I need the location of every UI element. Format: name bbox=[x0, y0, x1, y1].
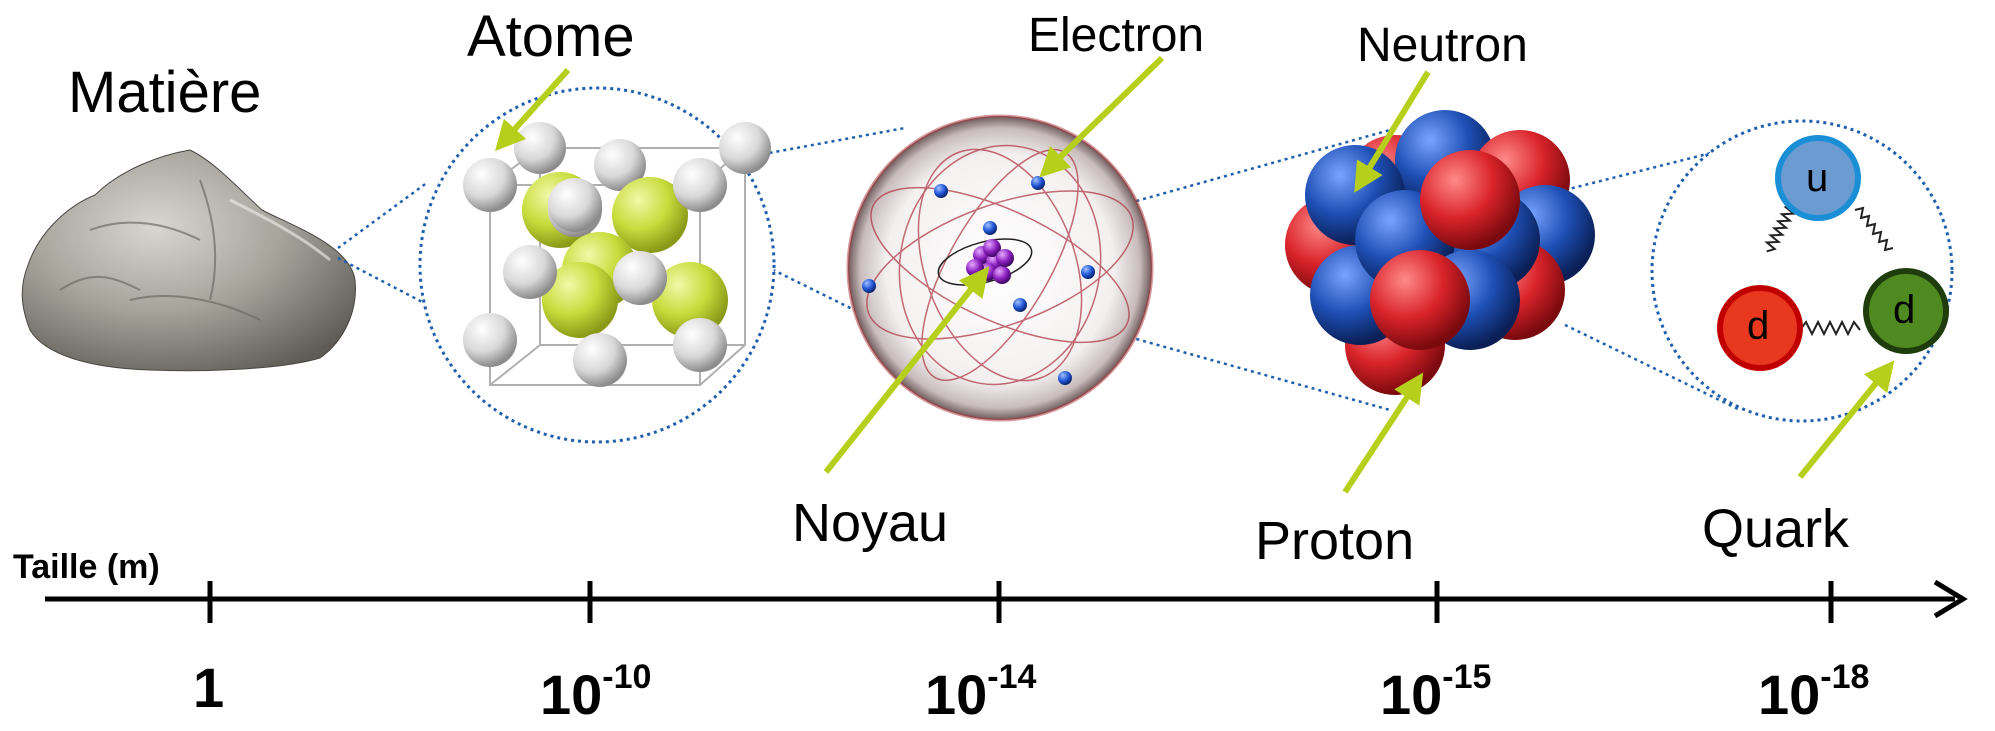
lattice-ion bbox=[673, 158, 727, 212]
electron bbox=[1031, 176, 1045, 190]
axis-arrow-icon bbox=[1933, 579, 1968, 619]
tick-base: 10 bbox=[1758, 663, 1821, 726]
quark-d-left bbox=[1717, 285, 1803, 371]
tick-label: 10-18 bbox=[1758, 660, 1869, 723]
electron bbox=[983, 221, 997, 235]
tick-exponent: -18 bbox=[1820, 658, 1870, 696]
lattice-ion bbox=[612, 177, 688, 253]
lattice-ion bbox=[463, 158, 517, 212]
tick-label: 10-10 bbox=[540, 660, 651, 723]
size-axis bbox=[45, 579, 1968, 623]
nucleus-icon bbox=[1285, 110, 1595, 395]
proton bbox=[1370, 250, 1470, 350]
lattice-ion bbox=[573, 333, 627, 387]
label-atome: Atome bbox=[467, 4, 635, 69]
label-proton: Proton bbox=[1255, 511, 1415, 571]
quark-triangle-icon bbox=[1650, 119, 1954, 423]
lattice-ion bbox=[542, 262, 618, 338]
tick-base: 10 bbox=[1380, 663, 1443, 726]
label-electron: Electron bbox=[1028, 9, 1205, 62]
tick-label: 10-14 bbox=[925, 660, 1036, 723]
atom-icon bbox=[846, 114, 1154, 422]
lattice-ion bbox=[594, 139, 646, 191]
quark-u bbox=[1775, 135, 1861, 221]
lattice-ion bbox=[503, 245, 557, 299]
quark-u-label: u bbox=[1806, 156, 1829, 200]
label-quark: Quark bbox=[1702, 499, 1850, 559]
tick-exponent: -15 bbox=[1442, 658, 1492, 696]
lattice-ion bbox=[514, 122, 566, 174]
lattice-ion bbox=[673, 318, 727, 372]
proton bbox=[1420, 150, 1520, 250]
electron bbox=[862, 279, 876, 293]
lattice-ion bbox=[463, 313, 517, 367]
electron bbox=[1081, 265, 1095, 279]
tick-label: 1 bbox=[193, 660, 224, 716]
tick-base: 10 bbox=[925, 663, 988, 726]
quark-d-right-label: d bbox=[1893, 288, 1916, 332]
tick-base: 1 bbox=[193, 656, 225, 719]
electron bbox=[1058, 371, 1072, 385]
quark-d-right bbox=[1863, 268, 1949, 354]
label-noyau: Noyau bbox=[792, 493, 949, 553]
crystal-lattice-icon bbox=[418, 86, 776, 444]
lattice-ion bbox=[719, 122, 771, 174]
label-matiere: Matière bbox=[68, 60, 262, 125]
pointer-arrows bbox=[494, 55, 1895, 494]
rock-image bbox=[21, 149, 356, 372]
tick-base: 10 bbox=[540, 663, 603, 726]
electron bbox=[934, 184, 948, 198]
lattice-ion bbox=[548, 178, 602, 232]
nucleon bbox=[966, 259, 984, 277]
electron bbox=[1013, 298, 1027, 312]
nucleon bbox=[993, 266, 1011, 284]
tick-exponent: -10 bbox=[602, 658, 652, 696]
lattice-ion bbox=[652, 262, 728, 338]
axis-title: Taille (m) bbox=[13, 548, 160, 586]
nucleon bbox=[983, 239, 1001, 257]
label-neutron: Neutron bbox=[1357, 19, 1528, 72]
quark-d-left-label: d bbox=[1747, 304, 1770, 348]
nucleon bbox=[996, 249, 1014, 267]
tick-label: 10-15 bbox=[1380, 660, 1491, 723]
lattice-ion bbox=[613, 251, 667, 305]
tick-exponent: -14 bbox=[987, 658, 1037, 696]
